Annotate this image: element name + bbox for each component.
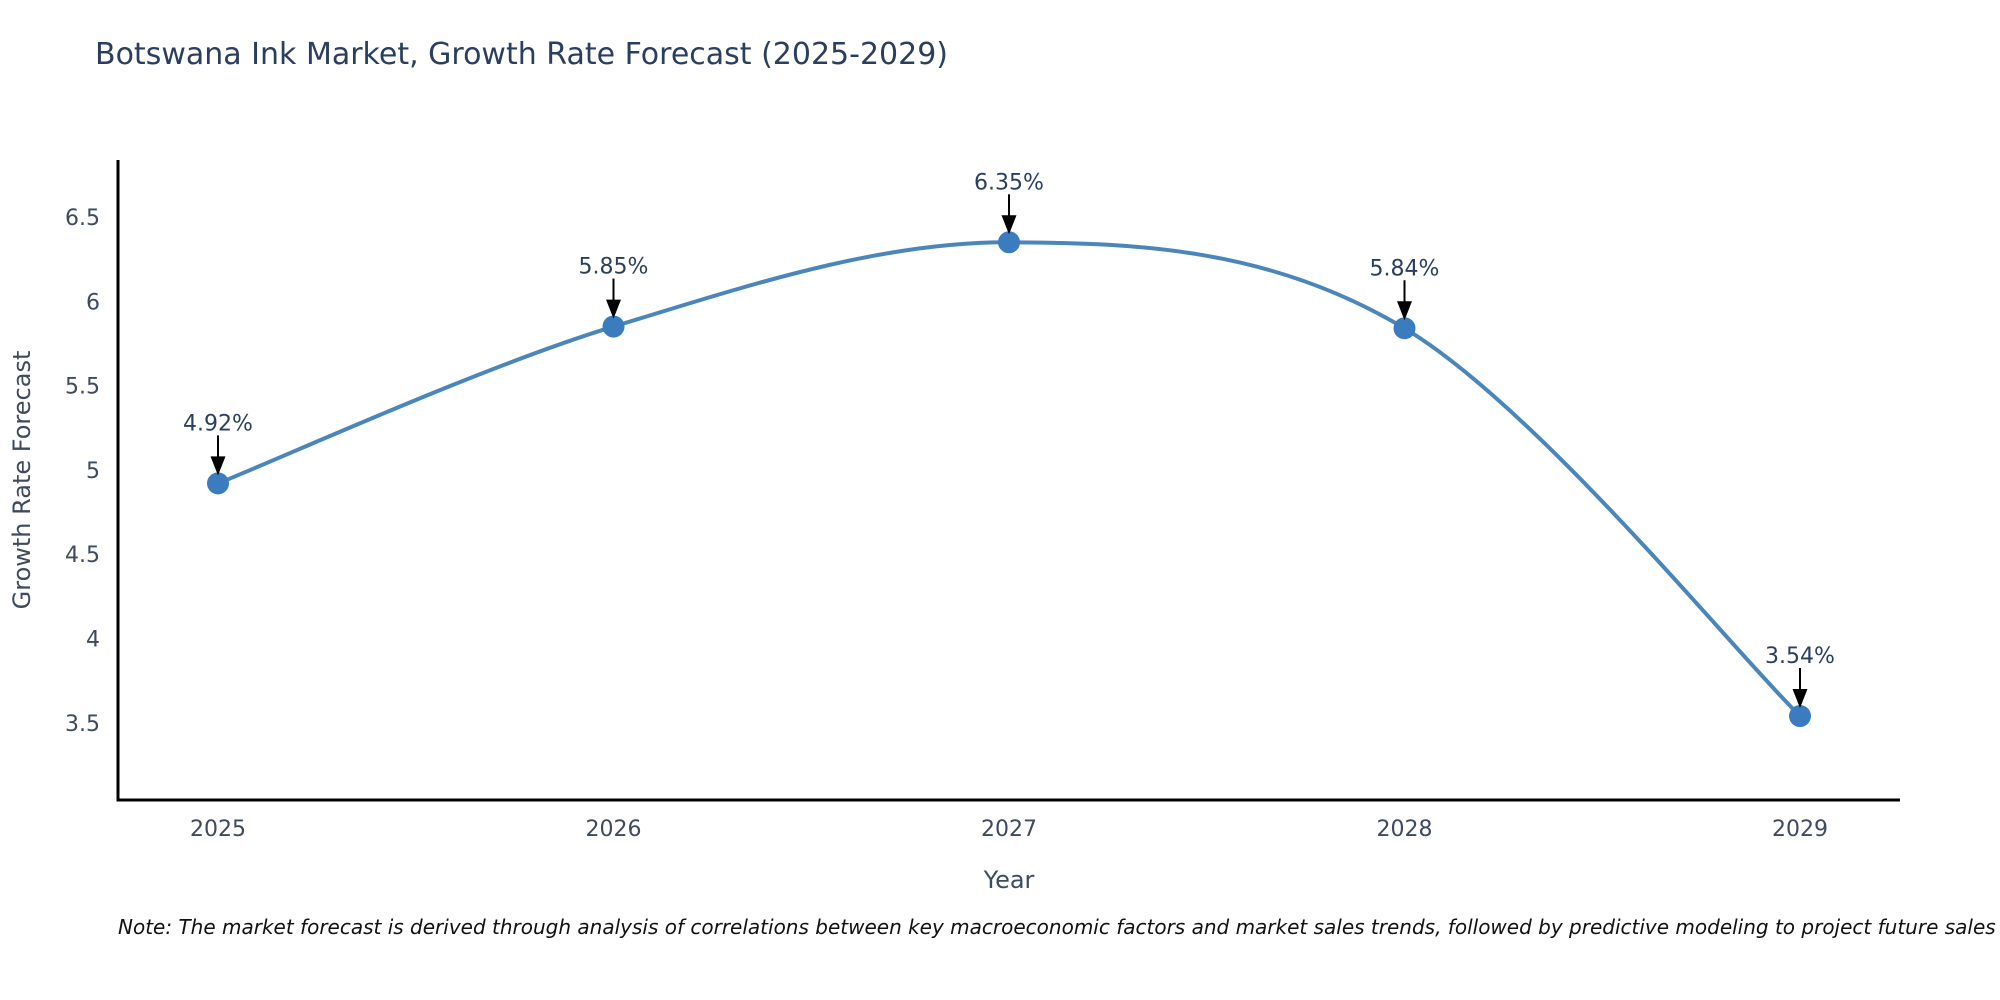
annotation-label: 6.35% xyxy=(974,170,1044,195)
data-point-marker xyxy=(998,231,1020,254)
chart-footnote: Note: The market forecast is derived thr… xyxy=(118,915,1996,939)
annotation-label: 4.92% xyxy=(183,411,253,436)
x-tick-label: 2025 xyxy=(190,817,246,842)
data-point-marker xyxy=(602,315,625,338)
y-axis-title: Growth Rate Forecast xyxy=(8,351,36,610)
y-tick-label: 5 xyxy=(86,459,100,484)
data-point-marker xyxy=(1789,705,1811,728)
y-tick-label: 4.5 xyxy=(65,543,100,568)
data-point-marker xyxy=(1393,317,1416,340)
annotation-arrowhead xyxy=(606,299,621,319)
x-tick-label: 2026 xyxy=(586,817,642,842)
annotation-label: 5.85% xyxy=(579,255,649,280)
annotation-arrowhead xyxy=(210,456,226,476)
x-tick-label: 2028 xyxy=(1377,817,1433,842)
y-tick-label: 4 xyxy=(86,627,100,652)
x-tick-label: 2027 xyxy=(981,817,1037,842)
annotation-arrowhead xyxy=(1792,689,1808,709)
y-tick-label: 3.5 xyxy=(65,712,100,737)
data-point-marker xyxy=(207,472,229,495)
y-tick-label: 5.5 xyxy=(65,375,100,400)
chart-title: Botswana Ink Market, Growth Rate Forecas… xyxy=(95,37,949,72)
annotation-arrowhead xyxy=(1001,215,1017,235)
y-tick-label: 6.5 xyxy=(65,206,100,231)
annotation-label: 3.54% xyxy=(1765,644,1835,669)
series-line xyxy=(217,240,1802,718)
y-tick-label: 6 xyxy=(86,290,100,315)
annotation-arrowhead xyxy=(1397,301,1412,321)
x-tick-label: 2029 xyxy=(1772,817,1828,842)
x-axis-title: Year xyxy=(983,866,1035,894)
annotation-label: 5.84% xyxy=(1370,256,1440,281)
